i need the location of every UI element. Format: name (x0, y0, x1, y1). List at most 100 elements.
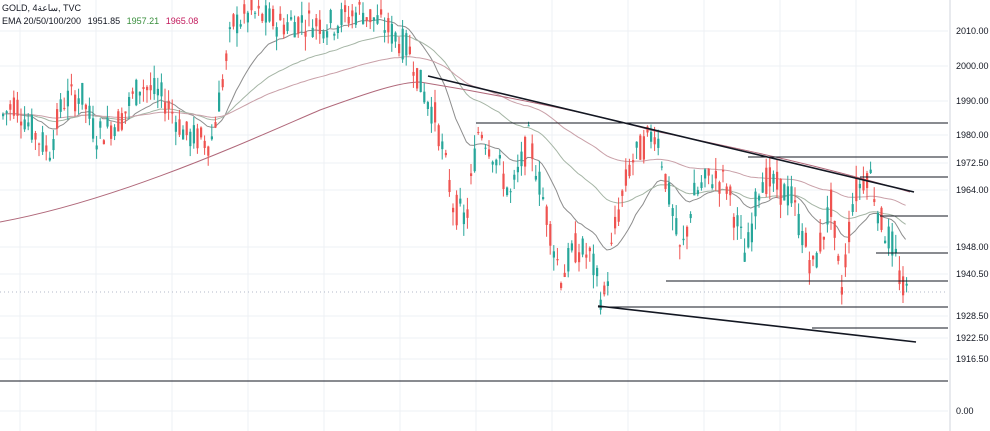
candle-body (480, 134, 483, 139)
candle-body (477, 132, 480, 134)
candle-body (812, 255, 815, 260)
candle-body (315, 18, 318, 27)
candle-body (264, 5, 267, 23)
ema-value-20: 1951.85 (87, 16, 121, 26)
candle-body (725, 186, 728, 194)
candle-body (736, 215, 739, 227)
candle-body (682, 238, 685, 241)
candle-body (394, 32, 397, 42)
candle-body (689, 214, 692, 219)
candle-body (873, 199, 876, 203)
candle-body (527, 125, 530, 127)
candle-body (567, 248, 570, 272)
candle-body (189, 131, 192, 147)
candle-body (228, 27, 231, 30)
candle-body (185, 121, 188, 136)
candle-body (99, 121, 102, 128)
candle-body (747, 232, 750, 248)
candle-body (740, 226, 743, 228)
candle-body (16, 99, 19, 116)
candle-body (696, 190, 699, 195)
candle-body (272, 8, 275, 27)
candle-body (110, 125, 113, 139)
price-tick-label: 1990.00 (956, 96, 989, 106)
candle-body (902, 276, 905, 296)
candle-body (408, 46, 411, 55)
candle-body (826, 207, 829, 225)
candle-body (282, 24, 285, 35)
candle-body (261, 13, 264, 22)
candle-body (362, 12, 365, 24)
candle-body (887, 226, 890, 249)
candle-body (412, 71, 415, 76)
candle-body (563, 272, 566, 278)
candle-body (257, 5, 260, 9)
candle-body (520, 151, 523, 167)
price-tick-label: 1922.50 (956, 333, 989, 343)
candle-body (592, 253, 595, 276)
candle-body (120, 113, 123, 130)
candle-body (549, 223, 552, 246)
candle-body (142, 87, 145, 90)
candle-body (160, 82, 163, 97)
candle-body (711, 184, 714, 189)
candle-body (876, 212, 879, 224)
candle-body (455, 194, 458, 226)
candle-body (452, 207, 455, 213)
candle-body (254, 12, 257, 14)
candle-body (23, 119, 26, 130)
candle-body (772, 173, 775, 184)
candle-body (128, 96, 131, 107)
candle-body (628, 164, 631, 177)
price-tick-label: 1972.50 (956, 158, 989, 168)
price-tick-label: 1928.50 (956, 311, 989, 321)
candle-body (405, 33, 408, 56)
candle-body (210, 136, 213, 140)
price-axis[interactable]: 2010.00 2000.00 1990.00 1980.00 1972.50 1964.… (949, 0, 990, 431)
price-tick-label: 2000.00 (956, 61, 989, 71)
candle-body (855, 178, 858, 202)
candle-body (426, 102, 429, 109)
candle-body (207, 146, 210, 156)
candle-body (182, 129, 185, 140)
candle-body (268, 8, 271, 22)
candle-body (167, 100, 170, 109)
candle-body (290, 17, 293, 20)
candle-body (117, 111, 120, 132)
lower-trendline (597, 305, 917, 343)
candle-body (700, 182, 703, 189)
candle-body (250, 0, 253, 11)
candle-body (430, 106, 433, 124)
candle-body (27, 122, 30, 127)
candle-body (574, 233, 577, 263)
candle-body (707, 168, 710, 176)
candle-body (390, 23, 393, 44)
candle-body (246, 12, 249, 23)
candle-body (635, 141, 638, 148)
candle-body (423, 91, 426, 103)
candle-body (344, 5, 347, 13)
candle-body (815, 252, 818, 268)
candle-body (398, 44, 401, 54)
candle-body (351, 10, 354, 17)
candle-body (444, 152, 447, 156)
candle-body (308, 10, 311, 14)
candle-body (765, 167, 768, 195)
candle-body (326, 31, 329, 38)
candle-body (232, 14, 235, 27)
candle-body (56, 109, 59, 129)
candle-body (779, 178, 782, 205)
candle-body (768, 167, 771, 187)
candle-body (822, 236, 825, 240)
candle-body (311, 27, 314, 37)
candle-body (506, 187, 509, 195)
candle-body (45, 145, 48, 152)
candles (2, 0, 908, 315)
candle-body (531, 143, 534, 159)
candle-body (196, 128, 199, 149)
candle-body (808, 260, 811, 274)
ema-value-50: 1957.21 (126, 16, 160, 26)
candle-body (617, 209, 620, 222)
candle-body (164, 102, 167, 114)
